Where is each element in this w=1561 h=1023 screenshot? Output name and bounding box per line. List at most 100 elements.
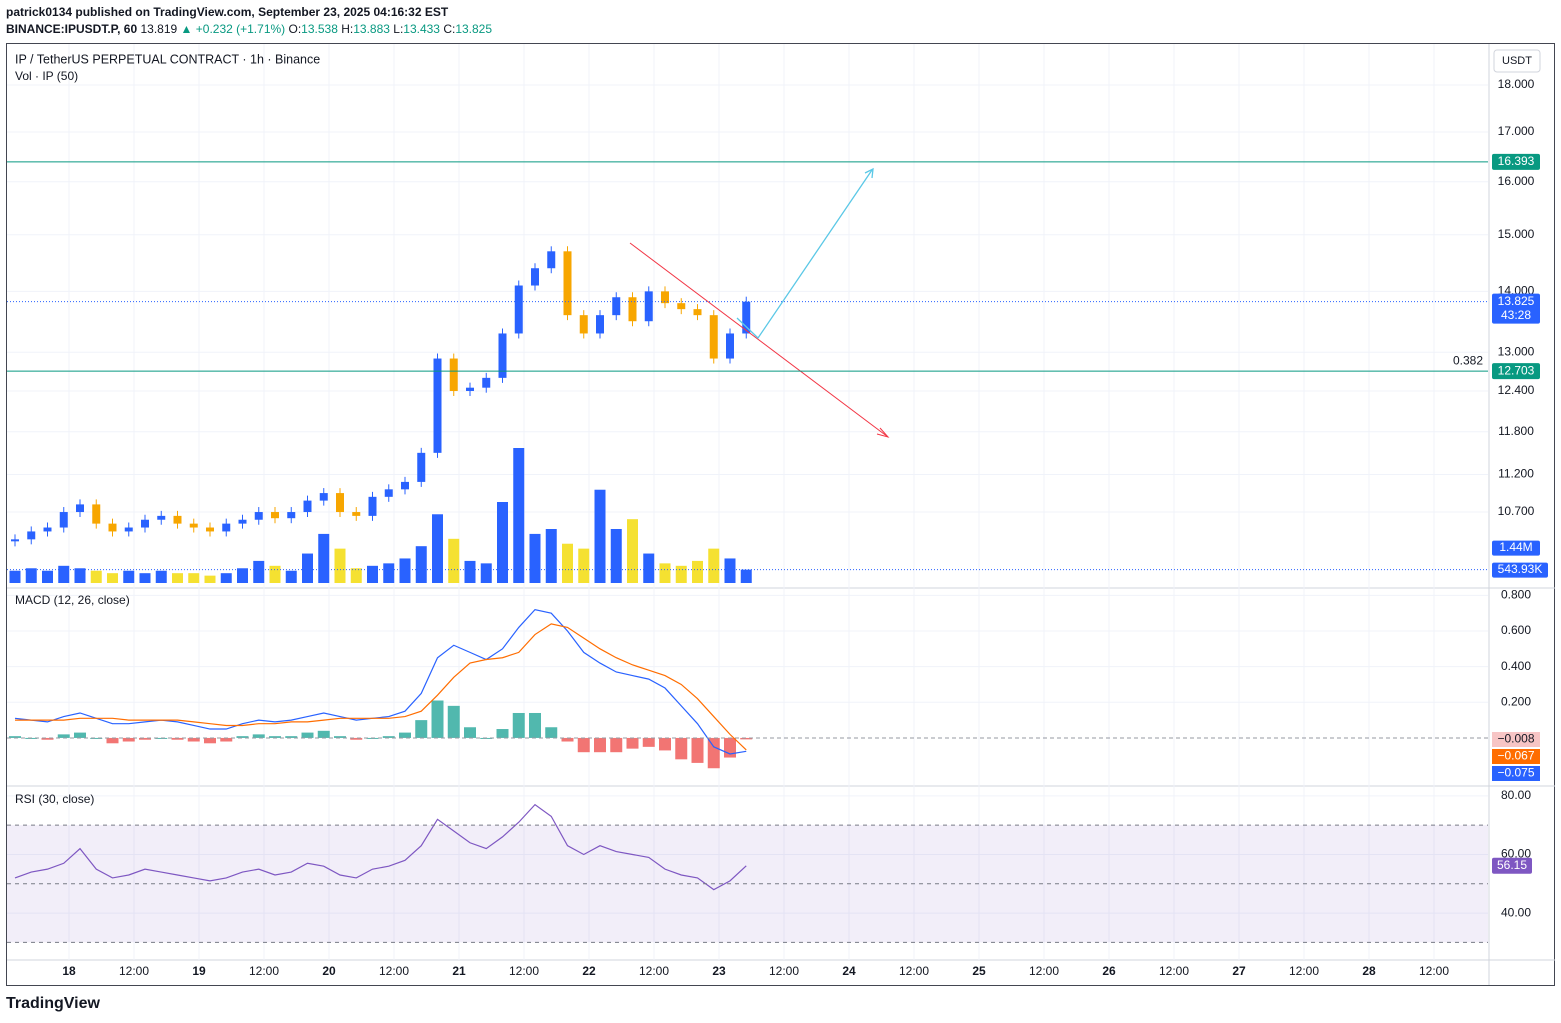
candle bbox=[92, 504, 101, 524]
y-tick-label: 10.700 bbox=[1498, 504, 1535, 518]
macd-histogram bbox=[171, 737, 184, 740]
candle bbox=[547, 251, 556, 269]
rsi-last: 56.15 bbox=[1497, 858, 1527, 872]
macd-histogram bbox=[724, 737, 736, 758]
macd-histogram bbox=[594, 737, 606, 753]
currency-box[interactable] bbox=[1493, 49, 1541, 73]
candle bbox=[11, 539, 19, 542]
macd-line bbox=[15, 623, 747, 751]
candle bbox=[157, 515, 166, 520]
countdown: 43:28 bbox=[1501, 308, 1531, 322]
candle bbox=[222, 523, 231, 532]
macd-histogram bbox=[675, 737, 688, 760]
macd-histogram bbox=[642, 737, 655, 747]
macd-histogram bbox=[350, 737, 363, 740]
candle bbox=[693, 309, 702, 316]
macd-histogram bbox=[740, 737, 753, 740]
volume-bar bbox=[107, 573, 118, 583]
y-tick-label: 15.000 bbox=[1498, 227, 1535, 241]
x-tick-label: 12:00 bbox=[1029, 964, 1059, 978]
candle bbox=[108, 523, 117, 532]
y-tick-label: 12.400 bbox=[1498, 383, 1535, 397]
x-tick-label: 12:00 bbox=[1419, 964, 1449, 978]
macd-histogram bbox=[610, 737, 623, 753]
candle bbox=[514, 285, 523, 334]
volume-bar bbox=[675, 565, 687, 583]
volume-bar bbox=[302, 553, 313, 583]
macd-histogram bbox=[285, 736, 298, 738]
macd-histogram bbox=[707, 737, 720, 769]
volume-bar bbox=[220, 573, 232, 583]
rsi-title: RSI (30, close) bbox=[15, 792, 94, 806]
candle bbox=[384, 489, 393, 497]
candle bbox=[173, 515, 182, 524]
volume-bar bbox=[610, 529, 622, 583]
x-tick-label: 19 bbox=[192, 964, 206, 978]
macd-histogram bbox=[399, 732, 411, 738]
badge bbox=[1492, 749, 1540, 764]
candle bbox=[287, 512, 296, 519]
price-badge bbox=[1492, 153, 1540, 170]
candle bbox=[661, 291, 669, 304]
candle bbox=[726, 333, 734, 359]
symbol-line: BINANCE:IPUSDT.P, 60 13.819 ▲ +0.232 (+1… bbox=[6, 22, 492, 36]
volume-bar bbox=[269, 565, 281, 583]
price-badge bbox=[1492, 293, 1540, 324]
macd-last: −0.067 bbox=[1497, 749, 1534, 763]
macd-histogram bbox=[57, 734, 70, 738]
candle bbox=[254, 512, 263, 520]
rsi-line bbox=[14, 803, 747, 891]
macd-histogram bbox=[139, 737, 151, 740]
candle bbox=[612, 297, 621, 316]
macd-histogram bbox=[431, 700, 444, 738]
candle bbox=[628, 297, 637, 322]
candle bbox=[271, 512, 279, 519]
candle bbox=[124, 527, 133, 532]
volume-bar bbox=[692, 560, 703, 583]
x-tick-label: 12:00 bbox=[249, 964, 279, 978]
candle bbox=[368, 496, 377, 516]
candle bbox=[141, 519, 149, 528]
macd-histogram bbox=[447, 705, 460, 738]
h-label: H: bbox=[341, 22, 354, 36]
candle bbox=[449, 358, 458, 391]
candle bbox=[709, 315, 718, 359]
x-tick-label: 21 bbox=[452, 964, 466, 978]
volume-bar bbox=[480, 563, 492, 583]
volume-bar bbox=[334, 548, 346, 583]
volume-bar bbox=[90, 570, 102, 583]
x-tick-label: 12:00 bbox=[899, 964, 929, 978]
last: 13.819 bbox=[140, 22, 178, 36]
x-tick-label: 26 bbox=[1102, 964, 1116, 978]
x-tick-label: 23 bbox=[712, 964, 726, 978]
macd-histogram bbox=[659, 737, 671, 751]
y-tick-label: 11.200 bbox=[1498, 467, 1534, 481]
candle bbox=[319, 493, 328, 501]
volume-bar bbox=[659, 563, 671, 583]
badge bbox=[1492, 766, 1540, 781]
volume-bar bbox=[123, 570, 135, 583]
macd-histogram bbox=[464, 727, 476, 738]
macd-histogram bbox=[301, 732, 314, 738]
macd-histogram bbox=[252, 734, 265, 738]
candle bbox=[596, 315, 604, 334]
price-badge-text: 16.393 bbox=[1498, 154, 1535, 168]
x-tick-label: 18 bbox=[62, 964, 76, 978]
volume-last-label: 543.93K bbox=[1498, 562, 1543, 576]
volume-bar bbox=[464, 560, 476, 583]
candle bbox=[76, 504, 84, 513]
volume-bar bbox=[643, 553, 655, 583]
volume-bar bbox=[383, 563, 395, 583]
macd-histogram bbox=[561, 737, 574, 742]
x-tick-label: 25 bbox=[972, 964, 986, 978]
macd-histogram bbox=[382, 736, 395, 738]
y-tick-label: 0.400 bbox=[1501, 659, 1531, 673]
y-tick-label: 17.000 bbox=[1498, 124, 1535, 138]
x-tick-label: 12:00 bbox=[379, 964, 409, 978]
volume-bar bbox=[155, 570, 167, 583]
candle bbox=[466, 387, 474, 391]
macd-histogram bbox=[269, 736, 281, 738]
volume-bar bbox=[740, 569, 752, 583]
